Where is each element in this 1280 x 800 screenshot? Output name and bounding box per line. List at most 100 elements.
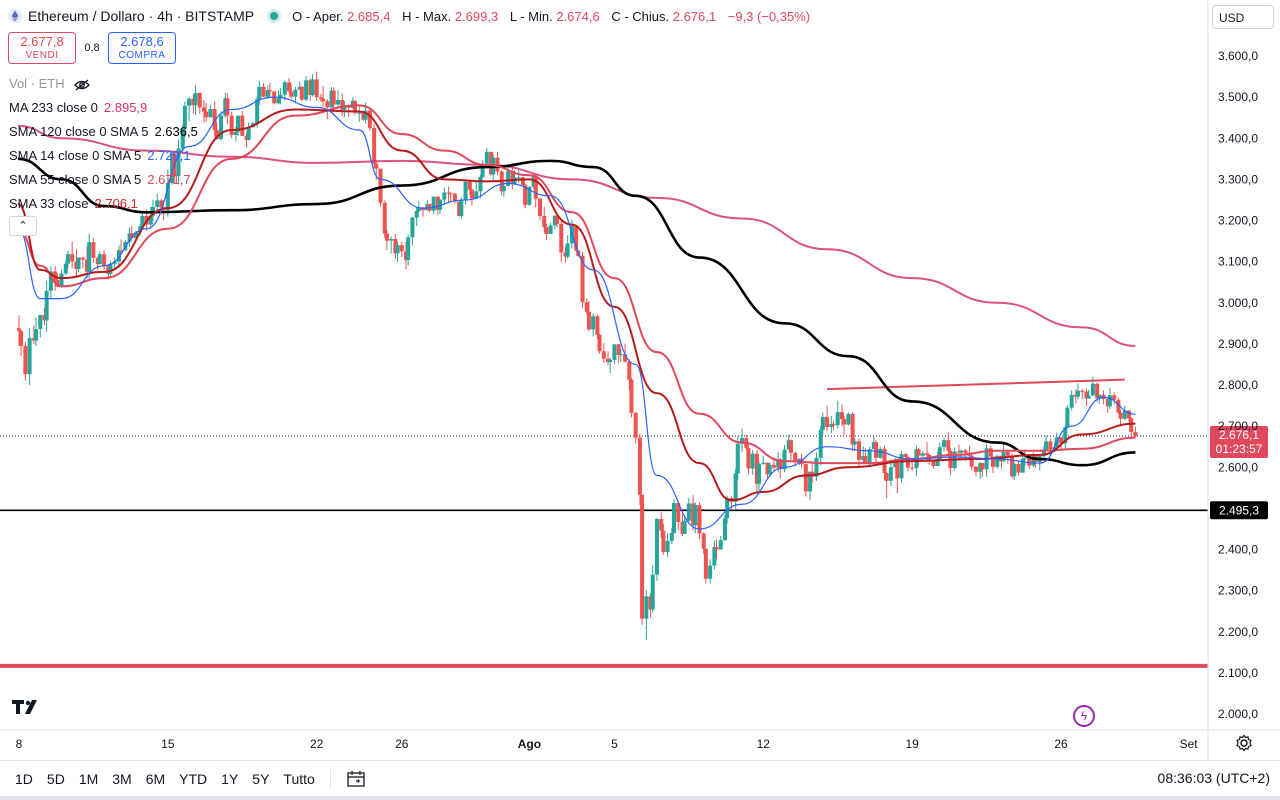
currency-selector[interactable]: USD [1212,5,1274,29]
candle-body [1127,410,1132,419]
last-price-label: 2.676,1 [1219,428,1259,442]
candle-body [414,211,419,218]
candle-body [644,596,649,619]
candle-body [527,186,532,205]
bottom-strip [0,796,1280,800]
candle-body [1005,452,1010,456]
symbol-header: Ethereum / Dollaro · 4h · BITSTAMP O - A… [8,6,818,26]
tf-1d[interactable]: 1D [15,771,33,787]
candle-body [565,243,570,257]
candle-body [852,441,857,445]
candle-body [1090,383,1095,396]
gear-icon[interactable] [1235,734,1253,752]
candle-body [112,261,117,264]
symbol-title[interactable]: Ethereum / Dollaro · 4h · BITSTAMP [28,8,255,24]
price-chart[interactable]: 2.495,3 2.676,101:23:57 3.600,0 3.500,0 3.4… [0,0,1280,760]
candle-body [640,494,645,619]
tf-5d[interactable]: 5D [46,771,65,787]
candle-body [584,302,589,312]
legend-sma120[interactable]: SMA 120 close 0 SMA 5 2.636,5 [9,124,198,139]
sma120-line [17,157,1136,467]
x-tick-label: 15 [161,737,175,751]
candle-body [74,261,79,270]
candle-body [202,107,207,112]
collapse-legend-button[interactable]: ⌃ [9,216,37,236]
candle-body [942,440,947,448]
candle-body [308,80,313,96]
candle-body [23,345,28,375]
candle-body [723,518,728,541]
candle-body [669,533,674,541]
tf-1m[interactable]: 1M [78,771,99,787]
x-tick-label: 19 [905,737,919,751]
legend-sma33[interactable]: SMA 33 close 2.706,1 [9,196,138,211]
candle-body [425,204,430,211]
candle-body [916,449,921,456]
candle-body [140,215,145,227]
tf-5y[interactable]: 5Y [252,771,270,787]
candle-body [931,460,936,467]
candle-body [839,412,844,420]
legend-sma55[interactable]: SMA 55 close 0 SMA 5 2.671,7 [9,172,191,187]
candle-body [510,171,515,184]
candle-body [318,97,323,99]
candle-body [459,199,464,216]
toolbar-divider [329,769,331,789]
candle-body [895,462,900,479]
candle-body [155,200,160,207]
candle-body [697,505,702,534]
candle-body [372,127,377,164]
candle-body [257,86,262,100]
candle-body [973,466,978,472]
candle-body [665,540,670,552]
candle-body [297,86,302,90]
sell-button[interactable]: 2.677,8 VENDI [8,32,76,64]
candle-body [595,316,600,335]
candle-body [793,452,798,463]
candle-body [233,131,238,135]
y-tick-label: 3.200,0 [1218,214,1258,228]
candle-body [1116,399,1121,413]
y-tick-label: 2.000,0 [1218,707,1258,721]
candle-body [1063,427,1068,444]
y-tick-label: 3.500,0 [1218,90,1258,104]
spread-value: 0,8 [84,42,100,54]
tf-all[interactable]: Tutto [283,771,315,787]
flash-icon[interactable]: ϟ [1073,705,1095,727]
legend-sma14[interactable]: SMA 14 close 0 SMA 5 2.729,1 [9,148,191,163]
candle-body [214,130,219,140]
candle-body [733,473,738,502]
clock-readout[interactable]: 08:36:03 (UTC+2) [1157,770,1270,786]
calendar-range-icon[interactable] [347,770,367,788]
candle-body [95,257,100,265]
candle-body [108,263,113,274]
volume-legend[interactable]: Vol · ETH [9,76,91,91]
tf-1y[interactable]: 1Y [221,771,239,787]
x-tick-label: 22 [310,737,324,751]
candle-body [963,450,968,453]
tf-3m[interactable]: 3M [112,771,132,787]
candle-body [340,100,345,110]
candle-body [342,105,347,110]
candle-body [691,503,696,526]
candle-body [321,98,326,102]
candle-body [629,379,634,413]
ma-group [17,96,1136,530]
candle-body [1020,459,1025,473]
y-tick-label: 2.900,0 [1218,337,1258,351]
level-price-tag [1210,501,1268,520]
legend-ma233[interactable]: MA 233 close 0 2.895,9 [9,100,148,115]
candle-body [393,239,398,254]
candle-body [265,90,270,97]
tf-ytd[interactable]: YTD [179,771,208,787]
candle-body [654,519,659,575]
candle-body [255,99,260,124]
x-tick-label: 26 [1054,737,1068,751]
buy-button[interactable]: 2.678,6 COMPRA [108,32,176,64]
tf-6m[interactable]: 6M [145,771,166,787]
candle-body [586,311,591,330]
eye-hidden-icon[interactable] [74,79,91,91]
candle-body [1016,463,1021,473]
candle-body [219,115,224,140]
candle-body [650,574,655,610]
